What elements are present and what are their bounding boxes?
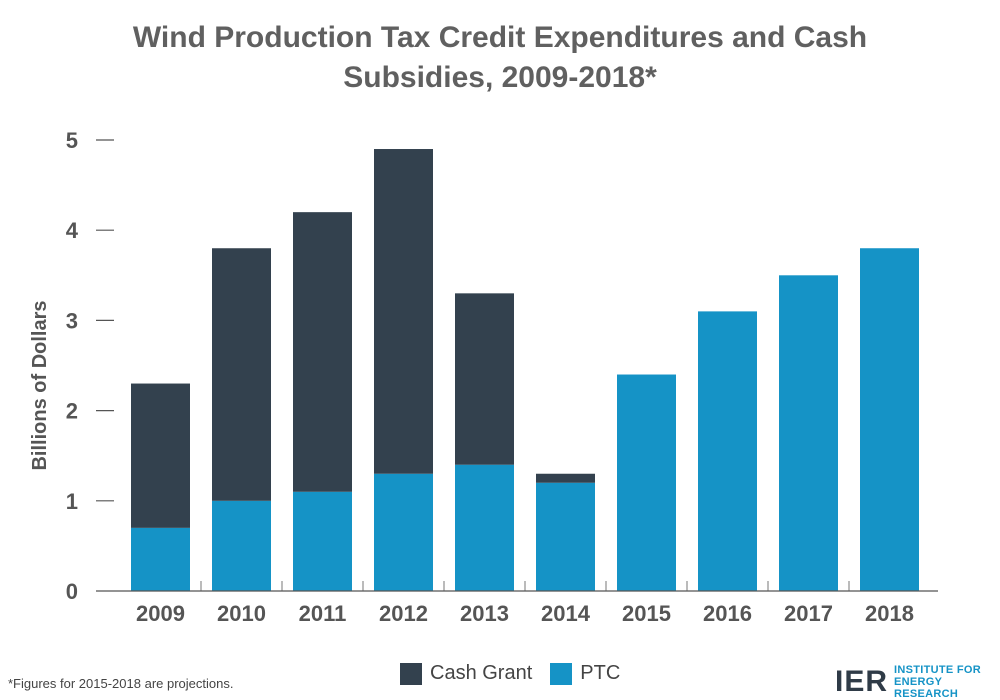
bar-ptc-2016 — [698, 311, 757, 591]
legend-item-ptc: PTC — [550, 662, 620, 685]
x-tick-label-2010: 2010 — [217, 601, 266, 626]
y-tick-label: 5 — [66, 128, 78, 153]
y-tick-label: 4 — [66, 218, 79, 243]
y-axis-title: Billions of Dollars — [29, 300, 51, 470]
legend-label-cash-grant: Cash Grant — [430, 662, 533, 684]
bar-ptc-2018 — [860, 248, 919, 592]
bar-ptc-2017 — [779, 275, 838, 591]
x-tick-label-2018: 2018 — [865, 601, 914, 626]
y-tick-label: 2 — [66, 399, 78, 424]
bar-ptc-2013 — [455, 464, 514, 591]
bar-cash-grant-2012 — [374, 149, 433, 474]
y-tick-label: 1 — [66, 489, 78, 514]
legend-item-cash-grant: Cash Grant — [400, 662, 532, 685]
x-tick-label-2012: 2012 — [379, 601, 428, 626]
bar-cash-grant-2013 — [455, 293, 514, 465]
logo-text-line-1: INSTITUTE FOR — [894, 664, 982, 676]
bar-ptc-2015 — [617, 374, 676, 591]
bar-ptc-2012 — [374, 473, 433, 591]
x-tick-label-2014: 2014 — [541, 601, 591, 626]
bar-ptc-2014 — [536, 482, 595, 591]
chart-title-line-2: Subsidies, 2009-2018* — [343, 61, 657, 94]
y-tick-label: 0 — [66, 579, 78, 604]
legend-swatch-cash-grant — [400, 662, 422, 685]
bar-ptc-2010 — [212, 500, 271, 591]
x-tick-label-2015: 2015 — [622, 601, 671, 626]
x-tick-label-2013: 2013 — [460, 601, 509, 626]
footnote: *Figures for 2015-2018 are projections. — [8, 676, 234, 691]
chart-title: Wind Production Tax Credit Expenditures … — [90, 18, 910, 98]
logo-mark: IER — [835, 665, 889, 698]
chart-legend: Cash Grant PTC — [400, 662, 626, 685]
x-tick-label-2009: 2009 — [136, 601, 185, 626]
bar-ptc-2009 — [131, 527, 190, 591]
x-tick-label-2016: 2016 — [703, 601, 752, 626]
ier-logo: IER INSTITUTE FOR ENERGY RESEARCH — [835, 664, 1000, 700]
chart-title-line-1: Wind Production Tax Credit Expenditures … — [132, 21, 868, 54]
bar-ptc-2011 — [293, 491, 352, 591]
legend-label-ptc: PTC — [580, 662, 621, 684]
logo-text: INSTITUTE FOR ENERGY RESEARCH — [894, 664, 1000, 700]
legend-swatch-ptc — [550, 662, 573, 685]
bar-cash-grant-2010 — [212, 248, 271, 501]
y-tick-label: 3 — [66, 308, 78, 333]
x-tick-label-2011: 2011 — [299, 601, 347, 626]
bar-cash-grant-2014 — [536, 473, 595, 483]
logo-text-line-2: ENERGY RESEARCH — [894, 676, 959, 700]
bar-cash-grant-2009 — [131, 383, 190, 528]
bar-cash-grant-2011 — [293, 212, 352, 492]
x-tick-label-2017: 2017 — [784, 601, 833, 626]
